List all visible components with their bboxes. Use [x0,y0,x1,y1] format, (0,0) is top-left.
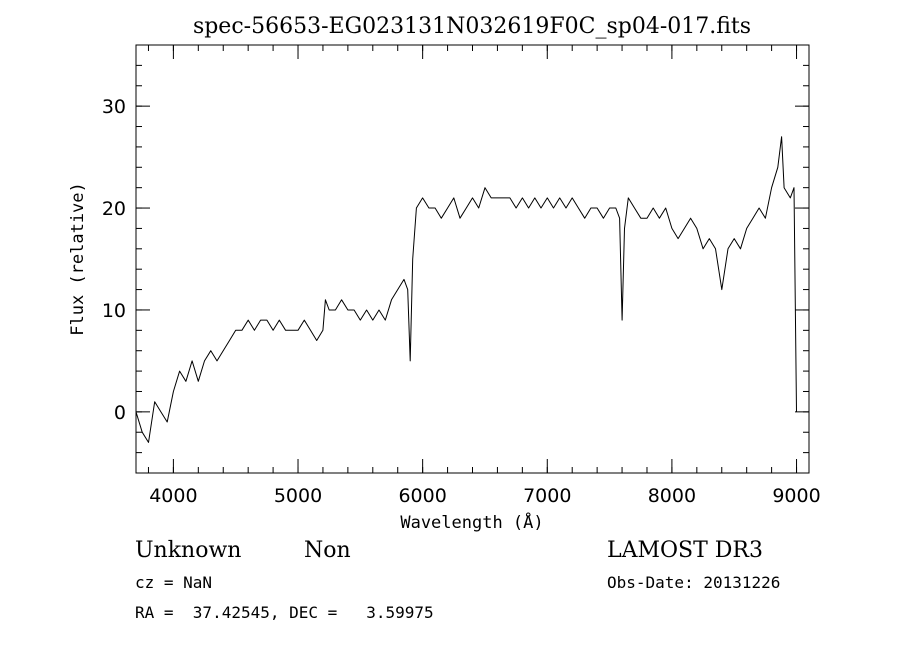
y-axis-label: Flux (relative) [68,182,88,336]
x-axis: 4000 5000 6000 7000 8000 9000 [147,45,821,507]
y-tick-label: 30 [102,96,126,118]
y-tick-label: 20 [102,198,126,220]
series-group [135,136,797,443]
chart-title: spec-56653-EG023131N032619F0C_sp04-017.f… [193,14,751,39]
x-tick-label: 8000 [648,485,696,507]
object-subclass: Non [304,538,351,563]
coordinates: RA = 37.42545, DEC = 3.59975 [135,603,434,622]
plot-frame [135,44,810,474]
x-tick-label: 7000 [523,485,571,507]
spectrum-line [135,136,797,443]
survey-name: LAMOST DR3 [607,538,763,563]
cz-value: cz = NaN [135,573,213,592]
x-tick-label: 9000 [772,485,820,507]
y-axis: 0 10 20 30 [102,44,809,474]
x-tick-label: 5000 [274,485,322,507]
y-tick-label: 10 [102,300,126,322]
x-tick-label: 4000 [149,485,197,507]
x-axis-label: Wavelength (Å) [400,511,543,533]
obs-date: Obs-Date: 20131226 [607,573,781,592]
x-tick-label: 6000 [398,485,446,507]
object-class: Unknown [135,538,242,563]
y-tick-label: 0 [114,402,126,424]
